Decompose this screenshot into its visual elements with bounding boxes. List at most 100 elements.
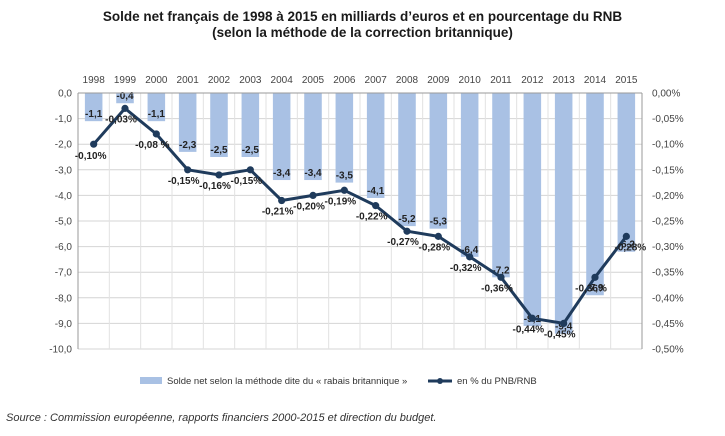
line-value-label: -0,28% xyxy=(614,242,646,253)
source-note: Source : Commission européenne, rapports… xyxy=(6,412,437,424)
line-point xyxy=(403,227,411,235)
line-point xyxy=(340,186,348,194)
line-point xyxy=(528,314,536,322)
y-right-tick-label: -0,25% xyxy=(652,217,684,228)
x-tick-label: 1998 xyxy=(83,75,106,86)
bar xyxy=(335,93,354,183)
y-left-tick-label: -3,0 xyxy=(55,165,73,176)
y-left-tick-label: -9,0 xyxy=(55,319,73,330)
bar xyxy=(210,93,228,157)
y-left-tick-label: -4,0 xyxy=(55,191,73,202)
bar-value-label: -2,5 xyxy=(242,145,260,156)
y-right-tick-label: -0,50% xyxy=(652,345,684,356)
x-tick-label: 2004 xyxy=(271,75,294,86)
bar-value-label: -9,4 xyxy=(555,322,573,333)
bar xyxy=(460,93,479,257)
x-tick-label: 2003 xyxy=(239,75,262,86)
line-value-label: -0,03% xyxy=(105,114,137,125)
y-right-tick-label: 0,00% xyxy=(652,89,680,100)
bar xyxy=(398,93,416,227)
bar xyxy=(523,93,542,326)
bar-value-label: -2,3 xyxy=(179,140,197,151)
y-right-tick-label: -0,45% xyxy=(652,319,684,330)
line-point xyxy=(309,191,317,199)
y-left-tick-label: -10,0 xyxy=(49,345,72,356)
line-value-label: -0,15% xyxy=(230,176,262,187)
line-value-label: -0,28% xyxy=(418,242,450,253)
y-right-tick-label: -0,35% xyxy=(652,268,684,279)
line-value-label: -0,32% xyxy=(450,263,482,274)
y-right-tick-label: -0,20% xyxy=(652,191,684,202)
legend-line-label: en % du PNB/RNB xyxy=(457,376,537,387)
y-left-tick-label: -6,0 xyxy=(55,242,73,253)
line-value-label: -0,45% xyxy=(544,329,576,340)
y-right-tick-label: -0,15% xyxy=(652,165,684,176)
chart-area: -1,1 -0,4 -1,1 -2,3 -2,5 -2,5 -3,4 -3,4 -3,5 -4,1… xyxy=(49,75,684,387)
y-left-tick-label: -1,0 xyxy=(55,114,73,125)
line-value-label: -0,15% xyxy=(168,176,200,187)
line-value-label: -0,20% xyxy=(293,201,325,212)
x-tick-label: 2012 xyxy=(521,75,544,86)
line-point xyxy=(152,130,160,138)
line-point xyxy=(497,273,505,281)
x-tick-label: 2000 xyxy=(145,75,168,86)
bar xyxy=(116,93,134,104)
bar-value-label: -5,2 xyxy=(398,214,416,225)
bar-value-label: -6,2 xyxy=(618,240,636,251)
x-tick-label: 2008 xyxy=(396,75,419,86)
line-point xyxy=(184,166,192,174)
line-point xyxy=(560,319,568,327)
line-value-label: -0,08 % xyxy=(135,140,170,151)
x-tick-label: 2001 xyxy=(177,75,200,86)
series-line xyxy=(92,106,628,325)
bar-value-label: -1,1 xyxy=(85,109,103,120)
line-value-label: -0,36% xyxy=(481,283,513,294)
bar-value-label: -3,5 xyxy=(336,171,354,182)
bar xyxy=(586,93,604,296)
y-right-tick-label: -0,40% xyxy=(652,293,684,304)
line-value-label: -0,44% xyxy=(512,324,544,335)
line-point xyxy=(278,196,286,205)
bar-value-label: -4,1 xyxy=(367,186,385,197)
line-value-label: -0,19% xyxy=(324,196,356,207)
y-left-tick-label: -5,0 xyxy=(55,217,73,228)
legend-line-marker xyxy=(437,378,443,384)
bar xyxy=(492,93,510,278)
x-tick-label: 2007 xyxy=(365,75,388,86)
x-tick-label: 2015 xyxy=(615,75,638,86)
line-value-label: -0,22% xyxy=(356,212,388,223)
bar xyxy=(429,93,448,229)
x-tick-label: 2011 xyxy=(490,75,512,86)
bar xyxy=(617,93,636,252)
line-point xyxy=(90,140,98,148)
line-value-label: -0,16% xyxy=(199,181,231,192)
bar-value-label: -7,2 xyxy=(492,265,510,276)
y-left-tick-label: 0,0 xyxy=(58,89,72,100)
bar-value-label: -2,5 xyxy=(210,145,228,156)
x-tick-label: 2002 xyxy=(208,75,231,86)
legend-bar-label: Solde net selon la méthode dite du « rab… xyxy=(167,376,407,387)
bar-value-label: -1,1 xyxy=(148,109,166,120)
line-point xyxy=(591,273,599,281)
bar xyxy=(554,93,573,334)
x-tick-label: 2010 xyxy=(459,75,482,86)
line-point xyxy=(372,202,380,210)
y-left-tick-label: -8,0 xyxy=(55,293,73,304)
line-value-label: -0,21% xyxy=(262,207,294,218)
line-point xyxy=(434,232,442,240)
line-point xyxy=(622,232,630,240)
bar xyxy=(304,93,322,181)
bar xyxy=(84,93,103,122)
x-tick-label: 1999 xyxy=(114,75,137,86)
bar-value-label: -7,9 xyxy=(586,283,604,294)
y-right-tick-label: -0,30% xyxy=(652,242,684,253)
bar xyxy=(272,93,291,181)
line-point xyxy=(215,171,223,179)
x-tick-label: 2013 xyxy=(553,75,576,86)
bar-value-label: -6,4 xyxy=(461,245,479,256)
x-tick-label: 2014 xyxy=(584,75,607,86)
line-point xyxy=(121,104,129,112)
bar xyxy=(366,93,385,198)
y-right-tick-label: -0,10% xyxy=(652,140,684,151)
x-tick-label: 2006 xyxy=(333,75,356,86)
